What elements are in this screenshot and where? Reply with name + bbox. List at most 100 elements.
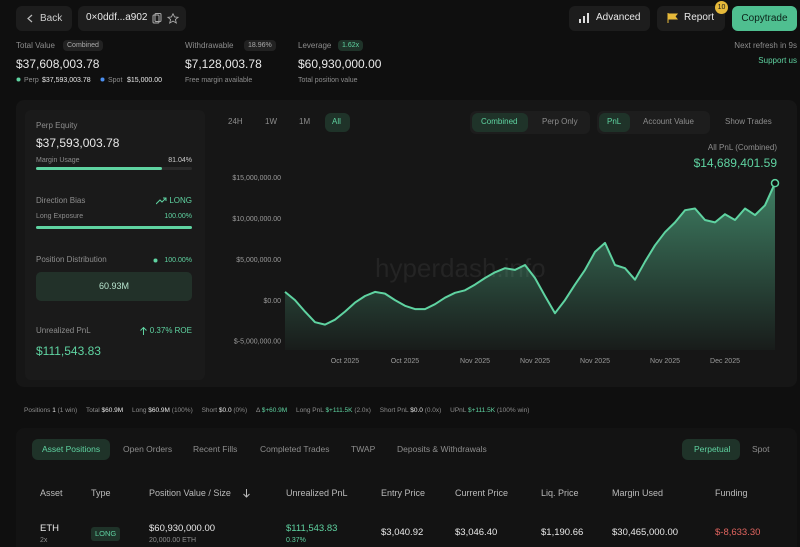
support-link[interactable]: Support us	[758, 56, 797, 65]
perp-equity-label: Perp Equity	[36, 121, 78, 130]
stat-value: $+111.5K	[467, 407, 496, 414]
address: 0×0ddf...a902	[86, 12, 148, 23]
mode-tab[interactable]: Combined	[481, 117, 518, 126]
free-margin: Free margin available	[185, 77, 253, 84]
column-header: Type	[91, 488, 111, 498]
column-header[interactable]: Position Value / Size	[149, 488, 231, 498]
stat-value: $60.9M	[148, 407, 170, 414]
leverage-label: Leverage	[298, 41, 332, 50]
column-header: Funding	[715, 488, 748, 498]
tab[interactable]: Open Orders	[123, 444, 173, 454]
range-tab[interactable]: 1W	[265, 117, 277, 126]
stat-value: $+60.9M	[261, 407, 288, 414]
copytrade-button[interactable]: Copytrade	[732, 6, 797, 31]
mode-active	[472, 113, 528, 132]
show-trades[interactable]: Show Trades	[725, 117, 772, 126]
stat-value: 1	[52, 407, 56, 414]
positions-panel	[16, 428, 797, 547]
stat-note: (1 win)	[57, 407, 78, 414]
spot-label: Spot	[108, 77, 123, 84]
withdrawable-value: $7,128,003.78	[185, 57, 262, 71]
spot-dot	[100, 77, 105, 82]
exposure-bar	[36, 226, 192, 229]
tab[interactable]: Completed Trades	[260, 444, 330, 454]
tab[interactable]: TWAP	[351, 444, 376, 454]
metric-tab[interactable]: PnL	[607, 117, 622, 126]
margin-fill	[36, 167, 162, 170]
stat-label: Short PnL	[379, 407, 409, 414]
tab[interactable]: Asset Positions	[42, 444, 101, 454]
range-tab[interactable]: All	[332, 117, 341, 126]
cell-asset: ETH	[40, 523, 59, 534]
cell-type: LONG	[91, 527, 121, 541]
stat-label: Long PnL	[296, 407, 324, 414]
distribution-pct: 100.00%	[164, 257, 192, 264]
stat-note: (100% win)	[496, 407, 530, 414]
tab[interactable]: Deposits & Withdrawals	[397, 444, 487, 454]
direction: LONG	[169, 196, 192, 205]
advanced-icon	[579, 13, 589, 23]
cell-leverage: 2x	[40, 537, 48, 544]
cell-position-value: $60,930,000.00	[149, 523, 216, 534]
column-header: Current Price	[455, 488, 509, 498]
spot-value: $15,000.00	[127, 77, 163, 84]
withdrawable-label: Withdrawable	[185, 41, 234, 50]
roe: 0.37% ROE	[149, 326, 192, 335]
cell-entry: $3,040.92	[381, 527, 424, 538]
address-box	[78, 6, 186, 31]
cell-current: $3,046.40	[455, 527, 498, 538]
total-value-label: Total Value	[16, 41, 55, 50]
market-tab[interactable]: Spot	[752, 444, 770, 454]
cell-funding: $-8,633.30	[715, 527, 761, 538]
cell-size: 20,000.00 ETH	[149, 537, 197, 544]
withdrawable-pct: 18.96%	[244, 40, 276, 51]
stat-value: $0.0	[410, 407, 423, 414]
stat: UPnL $+111.5K (100% win)	[450, 407, 530, 415]
report-icon	[667, 13, 678, 23]
stat-label: Δ	[255, 407, 260, 414]
perp-value: $37,593,003.78	[42, 77, 91, 84]
stat-value: $0.0	[218, 407, 232, 414]
stat-note: (2.0x)	[354, 407, 371, 414]
direction-bias-label: Direction Bias	[36, 196, 86, 205]
leverage-value: $60,930,000.00	[298, 57, 382, 71]
long-exposure: 100.00%	[164, 213, 192, 220]
market-tab[interactable]: Perpetual	[694, 444, 731, 454]
range-tab[interactable]: 1M	[299, 117, 311, 126]
total-position: Total position value	[298, 77, 358, 84]
mode-tab[interactable]: Perp Only	[542, 117, 578, 126]
stat-label: Long	[132, 407, 147, 414]
stat-label: Total	[85, 407, 100, 414]
back-button[interactable]	[16, 6, 72, 31]
cell-pnl: $111,543.83	[286, 523, 338, 534]
metric-tab[interactable]: Account Value	[643, 117, 694, 126]
stat-label: Short	[201, 407, 218, 414]
stat: Positions 1 (1 win)	[24, 407, 78, 415]
perp-label: Perp	[24, 77, 39, 84]
distribution-bar: 60.93M	[36, 272, 192, 301]
sort-icon	[243, 489, 250, 498]
perp-equity: $37,593,003.78	[36, 136, 120, 150]
stat: Long $60.9M (100%)	[132, 407, 193, 415]
column-header: Unrealized PnL	[286, 488, 348, 498]
tab[interactable]: Recent Fills	[193, 444, 238, 454]
back-label[interactable]: Back	[40, 13, 63, 24]
roe-arrow	[140, 327, 147, 335]
stat: Total $60.9M	[85, 407, 123, 415]
trend-icon	[156, 197, 167, 205]
report-label[interactable]: Report	[684, 12, 715, 23]
range-tab[interactable]: 24H	[228, 117, 243, 126]
column-header: Margin Used	[612, 488, 664, 498]
perp-dot	[16, 77, 21, 82]
metric-active	[599, 113, 630, 132]
advanced-label[interactable]: Advanced	[596, 12, 641, 23]
stat-value: $+111.5K	[325, 407, 353, 414]
margin-usage: 81.04%	[168, 157, 192, 164]
side-card	[25, 110, 205, 380]
unrealized-pnl-label: Unrealized PnL	[36, 326, 91, 335]
pnl-value: $14,689,401.59	[693, 156, 777, 170]
back-icon	[27, 14, 33, 23]
advanced-button[interactable]	[569, 6, 650, 31]
address-icons[interactable]	[152, 13, 182, 24]
